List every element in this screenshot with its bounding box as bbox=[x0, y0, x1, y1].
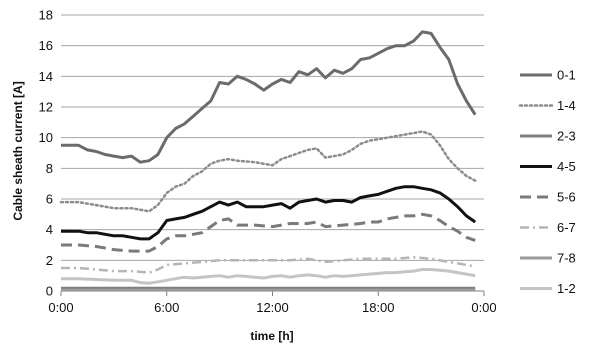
legend-label: 1-2 bbox=[557, 281, 576, 296]
x-tick-label: 12:00 bbox=[256, 300, 289, 315]
y-tick-label: 0 bbox=[46, 284, 53, 299]
series-line-5-6 bbox=[61, 212, 476, 253]
y-tick-label: 6 bbox=[46, 192, 53, 207]
legend-label: 6-7 bbox=[557, 220, 576, 235]
legend-label: 4-5 bbox=[557, 159, 576, 174]
x-tick-label: 0:00 bbox=[471, 300, 496, 315]
y-tick-label: 14 bbox=[39, 69, 53, 84]
x-tick-label: 6:00 bbox=[154, 300, 179, 315]
series-line-1-4 bbox=[59, 130, 477, 213]
series-line-6-7 bbox=[61, 256, 476, 274]
legend-label: 2-3 bbox=[557, 129, 576, 144]
legend-label: 1-4 bbox=[557, 98, 576, 113]
legend-label: 5-6 bbox=[557, 190, 576, 205]
legend: 0-1 1-4 2-3 4-5 5-6 6-7 7-8 1-2 bbox=[518, 68, 576, 296]
gridlines bbox=[61, 14, 484, 292]
x-axis-title: time [h] bbox=[250, 329, 293, 343]
y-axis-title: Cable sheath current [A] bbox=[11, 81, 25, 220]
series-lines bbox=[59, 30, 477, 292]
x-tick-label: 18:00 bbox=[362, 300, 395, 315]
legend-label: 0-1 bbox=[557, 68, 576, 83]
y-tick-label: 4 bbox=[46, 222, 53, 237]
y-tick-label: 10 bbox=[39, 130, 53, 145]
series-line-1-2 bbox=[61, 268, 476, 285]
y-tick-label: 18 bbox=[39, 8, 53, 23]
y-tick-label: 2 bbox=[46, 253, 53, 268]
y-tick-label: 8 bbox=[46, 161, 53, 176]
series-line-4-5 bbox=[61, 185, 477, 241]
legend-label: 7-8 bbox=[557, 251, 576, 266]
x-tick-label: 0:00 bbox=[48, 300, 73, 315]
y-tick-label: 16 bbox=[39, 38, 53, 53]
series-line-0-1 bbox=[61, 30, 477, 164]
y-tick-label: 12 bbox=[39, 100, 53, 115]
axes: 0 2 4 6 8 10 12 14 16 18 0:00 6:00 12:00 18:00 0:00 bbox=[39, 8, 497, 316]
